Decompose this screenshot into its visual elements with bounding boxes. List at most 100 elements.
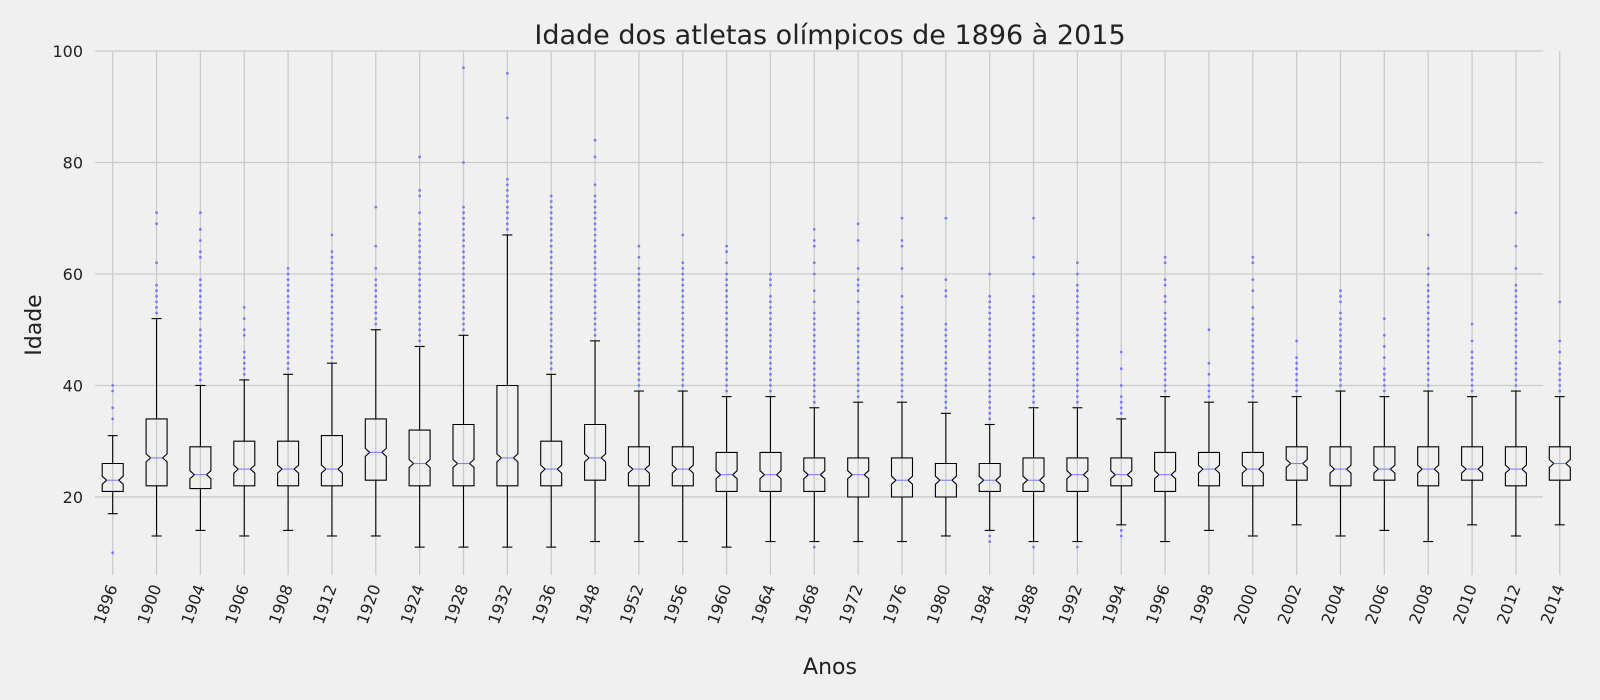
outlier-point [593,283,597,287]
outlier-point [944,289,948,293]
outlier-point [1032,322,1035,326]
outlier-point [1076,272,1079,276]
outlier-point [155,311,158,315]
outlier-point [637,311,641,315]
outlier-point [1251,328,1255,332]
box-body [1241,451,1264,487]
outlier-point [681,289,685,293]
outlier-point [1163,356,1167,359]
outlier-point [944,339,948,343]
x-tick-label: 2010 [1449,582,1481,627]
outlier-point [1163,261,1167,265]
x-tick-label: 1994 [1098,582,1130,627]
outlier-point [637,283,641,287]
outlier-point [330,294,334,298]
outlier-point [988,406,992,410]
outlier-point [725,306,728,309]
outlier-point [681,378,685,382]
outlier-point [944,216,948,220]
outlier-point [330,267,334,270]
outlier-point [549,278,553,281]
outlier-point [549,333,553,337]
outlier-point [944,384,948,387]
outlier-point [549,261,553,265]
outlier-point [637,372,641,376]
x-tick-label: 1896 [90,582,122,627]
outlier-point [637,367,641,371]
outlier-point [1339,317,1342,320]
outlier-point [549,239,553,242]
outlier-point [1426,311,1430,315]
outlier-point [593,233,597,237]
outlier-point [856,311,860,315]
outlier-point [549,244,553,248]
outlier-point [418,289,422,293]
outlier-point [637,306,641,309]
outlier-point [593,155,597,159]
outlier-point [725,261,728,265]
outlier-point [812,345,816,348]
outlier-point [1032,294,1035,298]
outlier-point [199,239,202,242]
outlier-point [330,350,334,354]
outlier-point [549,216,553,220]
outlier-point [900,372,904,376]
outlier-point [988,378,992,382]
outlier-point [900,216,904,220]
outlier-point [199,317,202,320]
outlier-point [462,228,465,231]
outlier-point [1119,529,1123,532]
outlier-point [462,283,465,287]
outlier-point [1382,345,1386,348]
box-body [145,418,168,487]
outlier-point [988,311,992,315]
outlier-point [593,322,597,326]
outlier-point [286,283,290,287]
outlier-point [1251,372,1255,376]
outlier-point [769,294,772,298]
outlier-point [549,211,553,215]
outlier-point [199,306,202,309]
outlier-point [637,289,641,293]
outlier-point [418,294,422,298]
outlier-point [505,216,509,220]
outlier-point [242,328,246,332]
box-body [496,384,519,487]
boxplot-series [101,66,1571,555]
outlier-point [900,311,904,315]
outlier-point [1382,356,1386,359]
outlier-point [1514,361,1518,365]
x-tick-label: 2002 [1274,582,1306,627]
outlier-point [374,306,378,309]
outlier-point [593,306,597,309]
outlier-point [988,339,992,343]
outlier-point [1163,255,1167,259]
outlier-point [637,267,641,270]
outlier-point [1426,294,1430,298]
outlier-point [1470,389,1474,393]
outlier-point [374,244,378,248]
outlier-point [1076,345,1079,348]
outlier-point [1032,311,1035,315]
outlier-point [1076,389,1079,393]
outlier-point [505,183,509,187]
y-tick-label: 80 [63,153,83,172]
outlier-point [681,322,685,326]
outlier-point [769,367,772,371]
box-body [627,446,650,487]
outlier-point [856,356,860,359]
x-tick-label: 2012 [1493,582,1525,627]
outlier-point [1339,345,1342,348]
box-body [847,457,870,498]
outlier-point [418,333,422,337]
outlier-point [1032,333,1035,337]
outlier-point [637,350,641,354]
outlier-point [593,228,597,231]
outlier-point [418,267,422,270]
outlier-point [1514,306,1518,309]
box-body [978,462,1001,492]
outlier-point [330,255,334,259]
outlier-point [1251,378,1255,382]
outlier-point [725,345,728,348]
